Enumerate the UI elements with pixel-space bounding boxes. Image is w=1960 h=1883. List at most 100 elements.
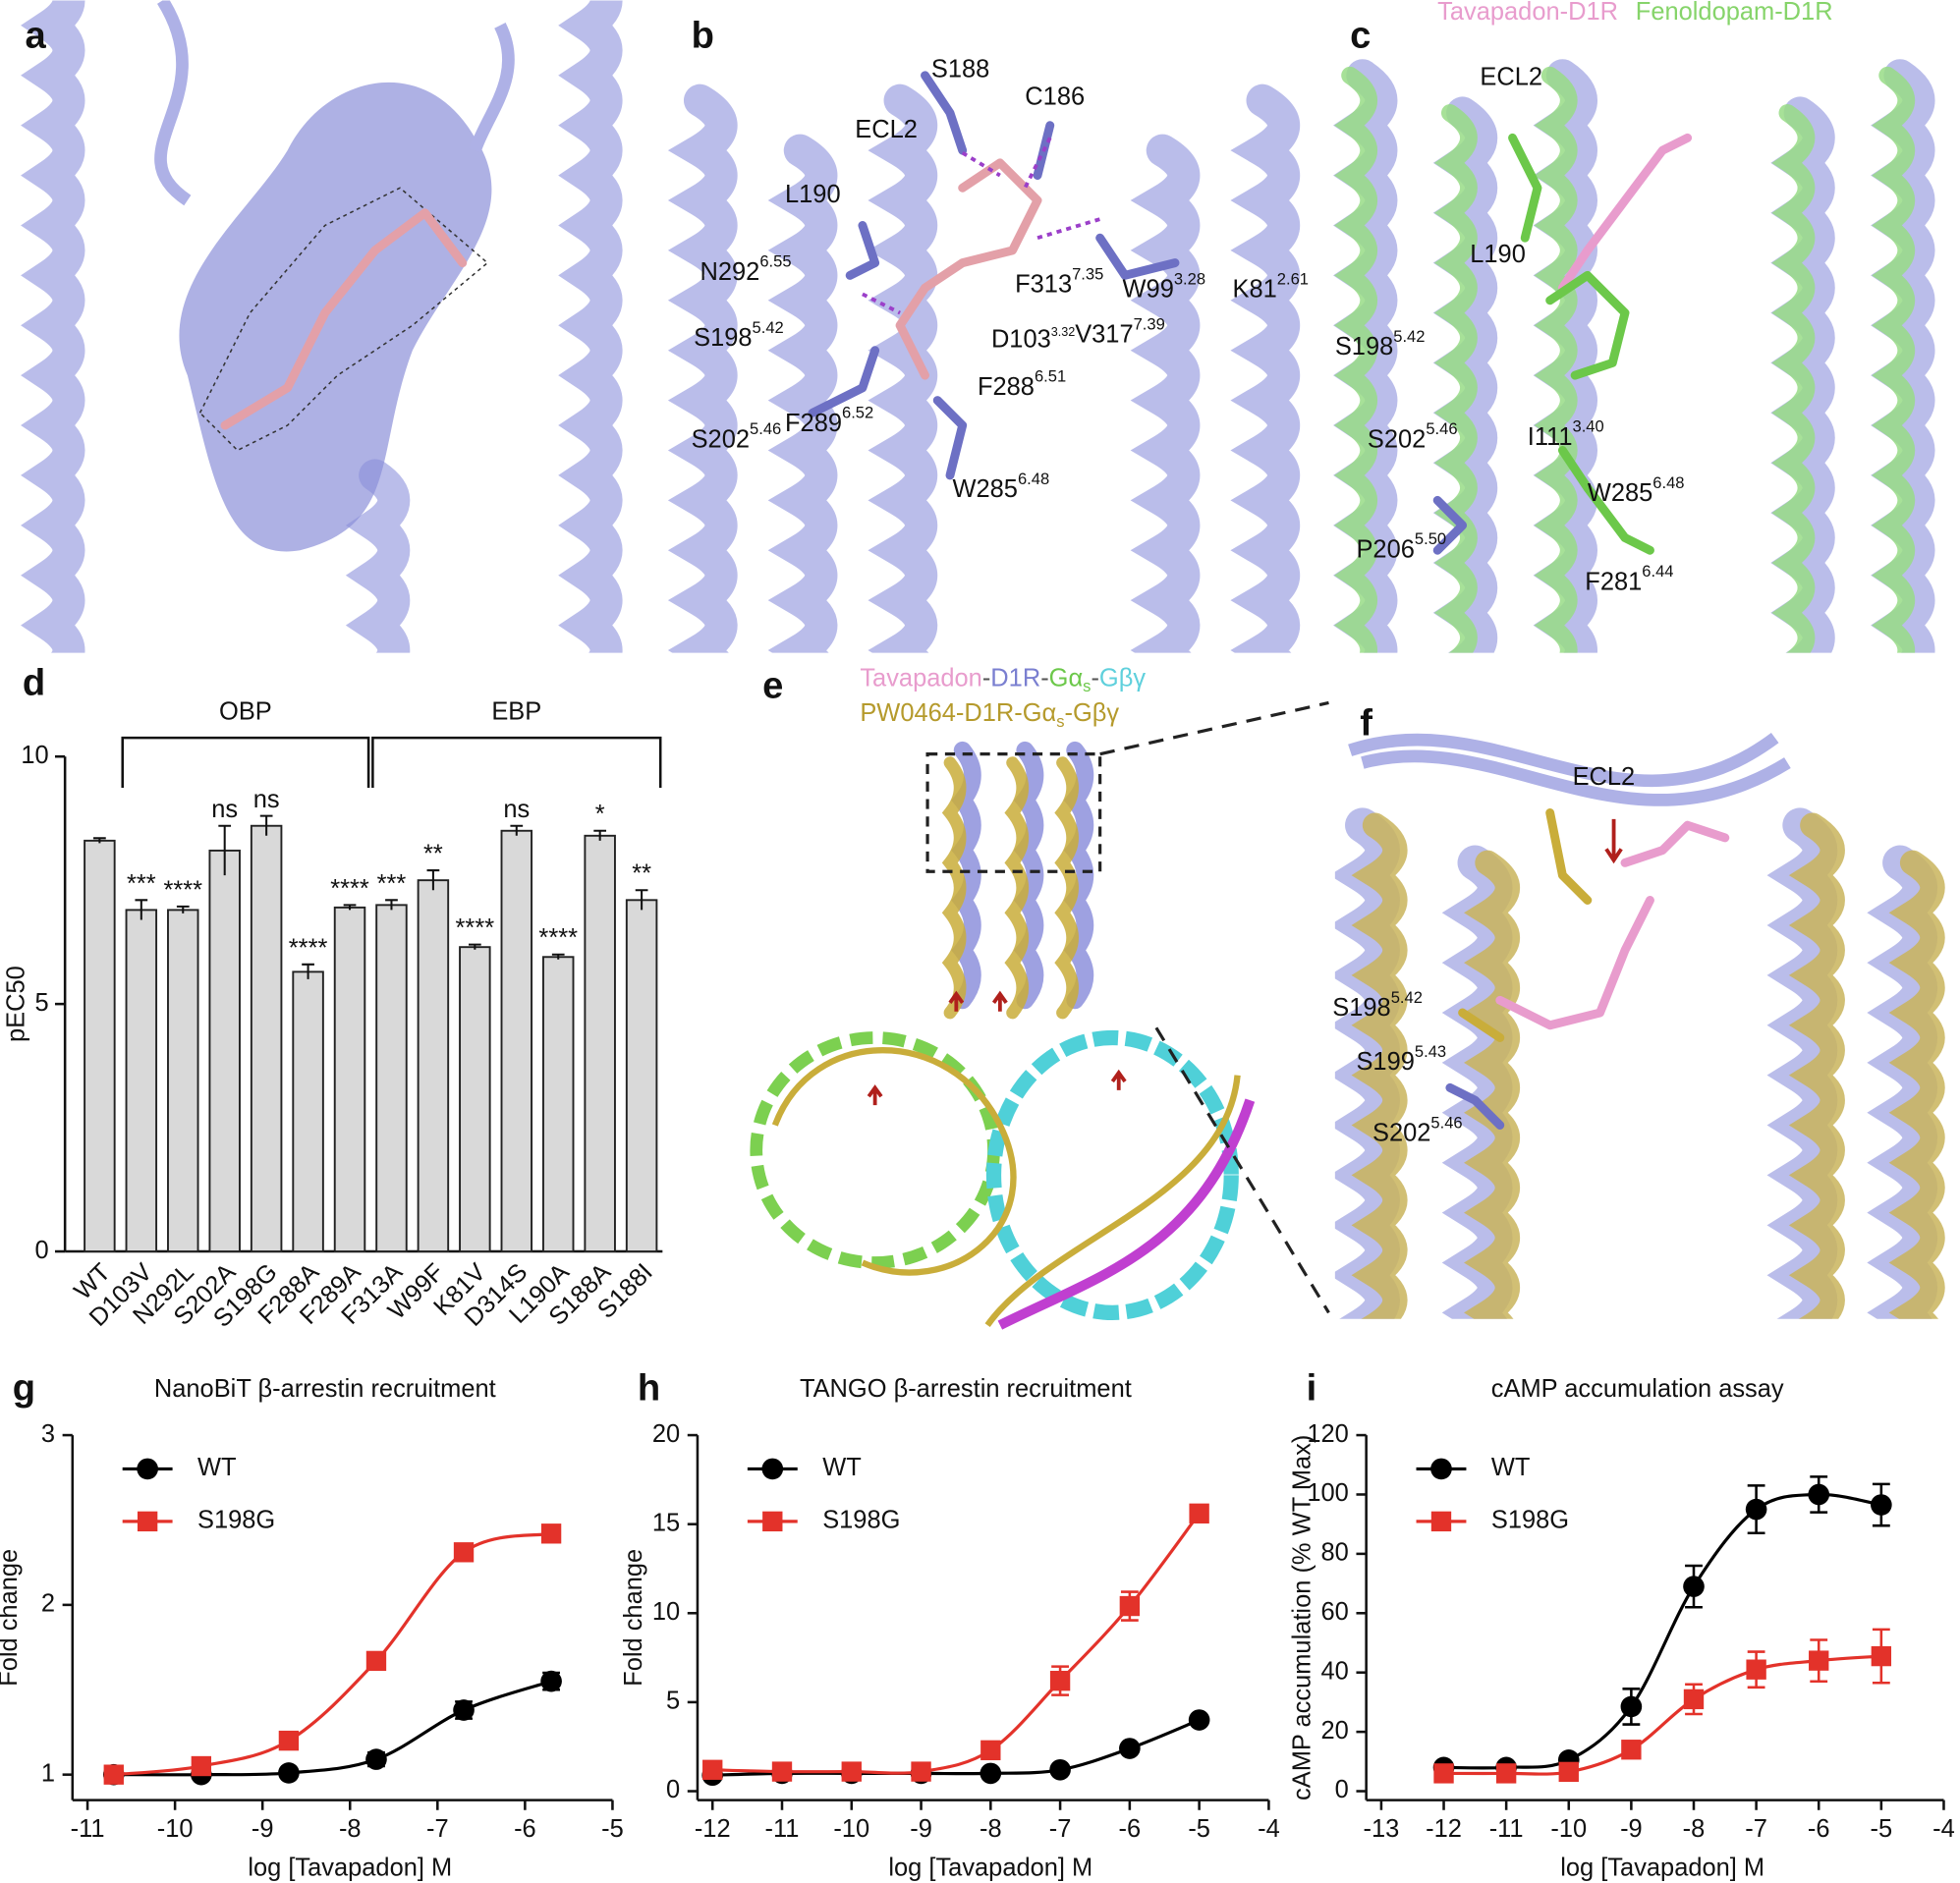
helix (941, 756, 967, 1020)
helix (1433, 104, 1478, 653)
legend-piece: - (1040, 664, 1048, 692)
residue-label: S1985.42 (1332, 988, 1423, 1021)
legend-label: WT (197, 1454, 237, 1481)
helix (868, 83, 938, 653)
legend-marker (1430, 1511, 1452, 1532)
residue-number: 5.42 (753, 318, 784, 337)
significance: ** (632, 860, 651, 888)
x-tick-label: -7 (426, 1815, 449, 1843)
y-tick-label: 80 (1321, 1539, 1349, 1567)
bar (208, 849, 241, 1252)
chart-title: NanoBiT β-arrestin recruitment (154, 1375, 496, 1403)
chart-title: cAMP accumulation assay (1491, 1375, 1784, 1403)
x-tick-label: -11 (1489, 1815, 1524, 1843)
significance: **** (456, 914, 495, 942)
residue-stick (932, 396, 968, 480)
x-tick-label: -9 (1620, 1815, 1643, 1843)
structure-image (1333, 59, 1935, 653)
helix (21, 0, 85, 653)
legend-label: S198G (1491, 1507, 1569, 1534)
residue-name: K81 (1233, 275, 1277, 303)
legend-marker (137, 1511, 158, 1532)
helix (1534, 66, 1578, 653)
residue-number: 6.52 (842, 404, 873, 422)
marker (1119, 1738, 1141, 1759)
panel-letter: f (1360, 701, 1372, 744)
y-axis-label: Fold change (0, 1549, 23, 1687)
panel-letter: a (25, 15, 46, 57)
y-tick-label: 2 (41, 1590, 55, 1618)
residue-label: P2065.50 (1356, 529, 1446, 562)
x-tick-label: -12 (1426, 1815, 1462, 1843)
structure-image (750, 700, 1330, 1330)
residue-label: S1985.42 (1335, 327, 1426, 360)
helix (1054, 756, 1079, 1020)
helix (1230, 83, 1300, 653)
residue-stick (1557, 133, 1693, 293)
residue-label: I1113.40 (1528, 417, 1604, 450)
panel-letter: i (1307, 1366, 1317, 1409)
residue-label: S1985.42 (694, 318, 784, 351)
fit-curve (113, 1531, 552, 1777)
error-bar (302, 963, 314, 979)
marker (1495, 1763, 1517, 1784)
residue-stick (921, 71, 968, 155)
residue-stick (1445, 1082, 1505, 1130)
significance: * (595, 801, 605, 828)
group-label: EBP (491, 697, 541, 725)
legend-label: WT (822, 1454, 862, 1481)
residue-stick (808, 346, 880, 417)
residue-name: I111 (1528, 422, 1573, 450)
y-tick-label: 0 (1335, 1776, 1349, 1803)
residue-name: W285 (1588, 479, 1652, 507)
bar (250, 824, 283, 1252)
bar (541, 956, 575, 1252)
significance: ** (423, 841, 443, 868)
residue-stick (1495, 896, 1654, 1030)
marker (1189, 1503, 1209, 1523)
residue-label: S1995.43 (1356, 1042, 1446, 1075)
x-axis-label: log [Tavapadon] M (888, 1854, 1092, 1881)
legend: PW0464-D1R-Gαs-Gβγ (860, 699, 1119, 732)
legend-marker (762, 1511, 783, 1532)
fit-curve (1443, 1492, 1882, 1770)
marker (1620, 1695, 1643, 1718)
residue-number: 6.51 (1035, 367, 1066, 386)
panel-letter: c (1350, 15, 1371, 57)
structure-image (21, 0, 623, 653)
y-axis-label: Fold change (620, 1549, 647, 1687)
legend-piece: s (1056, 712, 1064, 731)
x-tick-label: -7 (1745, 1815, 1767, 1843)
residue-name: S202 (1368, 425, 1426, 453)
x-tick-label: -11 (71, 1815, 105, 1843)
residue-name: F313 (1015, 270, 1072, 298)
error-bar (176, 905, 190, 914)
legend-label: S198G (197, 1507, 275, 1534)
marker (1683, 1689, 1705, 1710)
arrow (1604, 818, 1623, 864)
residue-label: F2886.51 (978, 367, 1066, 400)
residue-number: 2.61 (1277, 270, 1309, 289)
legend-piece: - (1091, 664, 1098, 692)
x-axis-label: log [Tavapadon] M (1560, 1854, 1764, 1881)
residue-number: 6.48 (1652, 473, 1684, 492)
x-tick-label: -6 (1119, 1815, 1142, 1843)
marker (980, 1762, 1002, 1785)
x-tick-label: -11 (765, 1815, 800, 1843)
residue-label: D1033.32 (991, 325, 1075, 353)
group-label: OBP (219, 697, 272, 725)
residue-number: 5.50 (1415, 529, 1446, 548)
significance: **** (330, 875, 369, 903)
marker (1119, 1595, 1141, 1617)
significance: **** (163, 876, 202, 904)
residue-label: ECL2 (1573, 763, 1636, 791)
x-tick-label: -13 (1364, 1815, 1400, 1843)
marker (1049, 1670, 1071, 1691)
residue-label: W993.28 (1123, 270, 1206, 303)
marker (1049, 1758, 1071, 1781)
residue-number: 5.42 (1393, 327, 1425, 346)
helix (558, 0, 623, 653)
legend: Tavapadon-D1R-Gαs-Gβγ (860, 664, 1146, 696)
error-bar (510, 824, 524, 836)
x-tick-label: -6 (1808, 1815, 1830, 1843)
